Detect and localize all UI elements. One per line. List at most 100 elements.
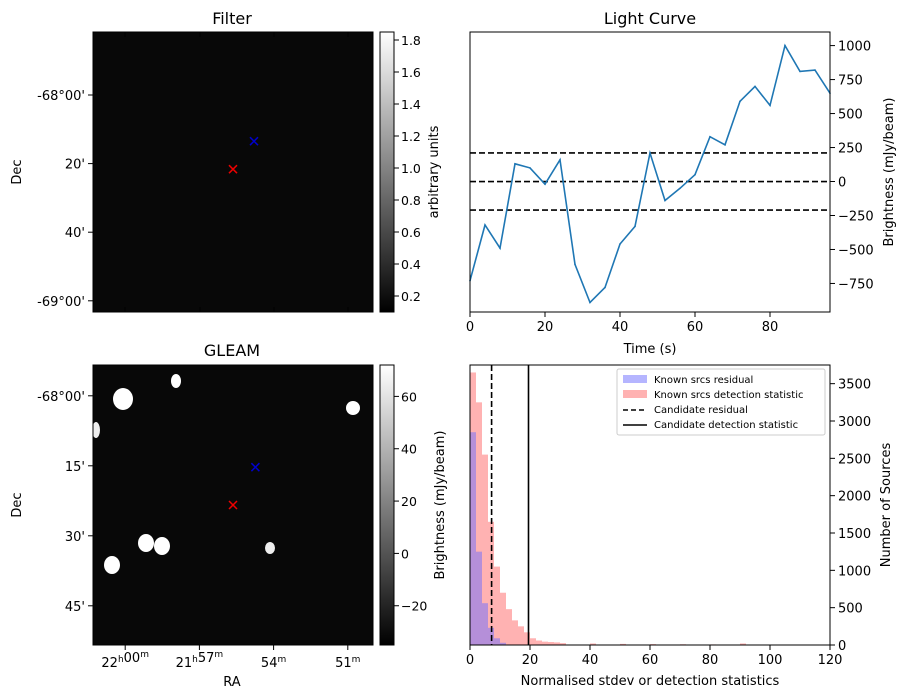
lightcurve-point bbox=[559, 158, 561, 161]
filter-colorbar-tick-label: 0.2 bbox=[401, 289, 421, 304]
histogram-xlabel: Normalised stdev or detection statistics bbox=[521, 674, 780, 689]
gleam-x-tick-label: 51m bbox=[335, 655, 360, 671]
lightcurve-y-ticks: −750 −500 −250 0 250 500 750 1000 bbox=[830, 40, 874, 292]
histogram-bar-detection bbox=[620, 643, 626, 645]
filter-colorbar-tick-label: 0.8 bbox=[401, 193, 421, 208]
gleam-source-blob bbox=[265, 542, 275, 554]
histogram-x-ticks: 0 20 40 60 80 100 120 bbox=[466, 645, 842, 668]
lightcurve-xlabel: Time (s) bbox=[623, 342, 677, 357]
histogram-y-tick-label: 0 bbox=[838, 639, 846, 654]
tick-label-part: h bbox=[192, 655, 198, 665]
gleam-colorbar: −20 0 20 40 60 bbox=[379, 364, 427, 646]
legend-swatch-residual bbox=[623, 375, 647, 383]
histogram-x-tick-label: 80 bbox=[702, 653, 719, 668]
histogram-bar-residual bbox=[500, 642, 506, 645]
histogram-x-tick-label: 100 bbox=[758, 653, 783, 668]
gleam-colorbar-tick-label: 20 bbox=[401, 494, 417, 509]
histogram-bar-detection bbox=[560, 643, 566, 645]
lightcurve-y-tick-label: 500 bbox=[838, 108, 863, 123]
filter-y-tick-label: 20' bbox=[65, 158, 85, 173]
tick-label-part: 21 bbox=[176, 656, 193, 671]
histogram-panel: 0 20 40 60 80 100 120 0 500 1000 1500 2000 2500 3000… bbox=[433, 364, 894, 689]
histogram-bar-detection bbox=[554, 642, 560, 645]
histogram-bar-detection bbox=[482, 454, 488, 645]
filter-colorbar-label: arbitrary units bbox=[427, 125, 442, 218]
histogram-x-tick-label: 20 bbox=[522, 653, 539, 668]
tick-label-part: m bbox=[214, 650, 223, 660]
histogram-y-tick-label: 1000 bbox=[838, 564, 871, 579]
histogram-bar-detection bbox=[512, 620, 518, 645]
gleam-markers bbox=[228, 462, 260, 510]
legend-label-residual: Known srcs residual bbox=[654, 375, 753, 386]
filter-y-tick-label: -69°00' bbox=[37, 295, 85, 310]
lightcurve-x-tick-label: 80 bbox=[762, 320, 779, 335]
filter-colorbar-tick-label: 1.0 bbox=[401, 161, 421, 176]
marker-stroke bbox=[228, 500, 238, 510]
tick-label-part: m bbox=[277, 655, 286, 665]
histogram-x-tick-label: 60 bbox=[642, 653, 659, 668]
gleam-colorbar-tick-label: −20 bbox=[401, 599, 427, 614]
lightcurve-y-tick-label: 1000 bbox=[838, 40, 871, 55]
gleam-y-ticks: -68°00' 15' 30' 45' bbox=[37, 390, 93, 615]
lightcurve-point bbox=[814, 69, 816, 71]
filter-image bbox=[93, 32, 373, 312]
filter-panel: Filter -68°00'20'40'-69°00' Dec 0.20.40.… bbox=[10, 9, 442, 313]
lightcurve-point bbox=[484, 224, 486, 226]
tick-label-part: h bbox=[118, 655, 124, 665]
filter-marker-candidate bbox=[228, 164, 238, 174]
histogram-y-tick-label: 1500 bbox=[838, 527, 871, 542]
lightcurve-point bbox=[619, 243, 621, 245]
gleam-y-tick-label: -68°00' bbox=[37, 390, 85, 405]
histogram-ylabel: Number of Sources bbox=[879, 443, 894, 568]
gleam-marker-known bbox=[250, 462, 260, 472]
gleam-colorbar-tick-label: 40 bbox=[401, 442, 417, 457]
histogram-bar-detection bbox=[740, 643, 746, 645]
filter-title: Filter bbox=[212, 9, 252, 28]
histogram-bar-residual bbox=[494, 638, 500, 645]
lightcurve-point bbox=[754, 85, 756, 88]
lightcurve-point bbox=[514, 163, 516, 165]
histogram-x-tick-label: 0 bbox=[466, 653, 474, 668]
histogram-candidate-lines bbox=[490, 365, 530, 645]
lightcurve-point bbox=[604, 286, 606, 289]
marker-stroke bbox=[228, 164, 238, 174]
lightcurve-panel: Light Curve 0 20 40 60 80 −750 −500 −250 0 250 50… bbox=[466, 9, 897, 357]
lightcurve-x-tick-label: 60 bbox=[687, 320, 704, 335]
tick-label-part: 51 bbox=[335, 656, 352, 671]
lightcurve-title: Light Curve bbox=[604, 9, 696, 28]
gleam-source-blob bbox=[93, 422, 100, 438]
lightcurve-point bbox=[544, 183, 546, 186]
gleam-source-blob bbox=[346, 401, 360, 415]
histogram-y-tick-label: 500 bbox=[838, 602, 863, 617]
lightcurve-point bbox=[799, 70, 801, 73]
marker-stroke bbox=[250, 462, 260, 472]
filter-colorbar-tick-label: 0.4 bbox=[401, 257, 421, 272]
gleam-colorbar-tick-label: 60 bbox=[401, 389, 417, 404]
lightcurve-x-tick-label: 0 bbox=[466, 320, 474, 335]
filter-marker-known bbox=[249, 136, 259, 146]
histogram-bar-detection bbox=[506, 609, 512, 645]
gleam-x-tick-label: 21h57m bbox=[176, 650, 224, 671]
filter-colorbar: 0.2 0.4 0.6 0.8 1.0 1.2 1.4 1.6 1.8 arbitrary un… bbox=[379, 31, 442, 313]
legend-swatch-detection bbox=[623, 390, 647, 398]
filter-y-tick-label: -68°00' bbox=[37, 89, 85, 104]
gleam-y-tick-label: 30' bbox=[65, 530, 85, 545]
histogram-legend: Known srcs residual Known srcs detection… bbox=[616, 368, 826, 436]
lightcurve-x-tick-label: 40 bbox=[612, 320, 629, 335]
legend-label-detection: Known srcs detection statistic bbox=[654, 390, 803, 401]
filter-colorbar-tick-label: 1.2 bbox=[401, 129, 421, 144]
histogram-x-tick-label: 40 bbox=[582, 653, 599, 668]
histogram-bar-residual bbox=[476, 551, 482, 645]
lightcurve-point bbox=[649, 152, 651, 154]
histogram-y-tick-label: 3500 bbox=[838, 378, 871, 393]
histogram-bar-residual bbox=[482, 603, 488, 645]
lightcurve-y-tick-label: −250 bbox=[838, 209, 874, 224]
lightcurve-x-ticks: 0 20 40 60 80 bbox=[466, 312, 778, 335]
lightcurve-point bbox=[784, 44, 786, 47]
histogram-y-tick-label: 3000 bbox=[838, 415, 871, 430]
lightcurve-point bbox=[634, 225, 636, 228]
lightcurve-ylabel: Brightness (mJy/beam) bbox=[882, 98, 897, 247]
filter-colorbar-tick-label: 1.6 bbox=[401, 65, 421, 80]
gleam-source-blob bbox=[154, 537, 170, 555]
